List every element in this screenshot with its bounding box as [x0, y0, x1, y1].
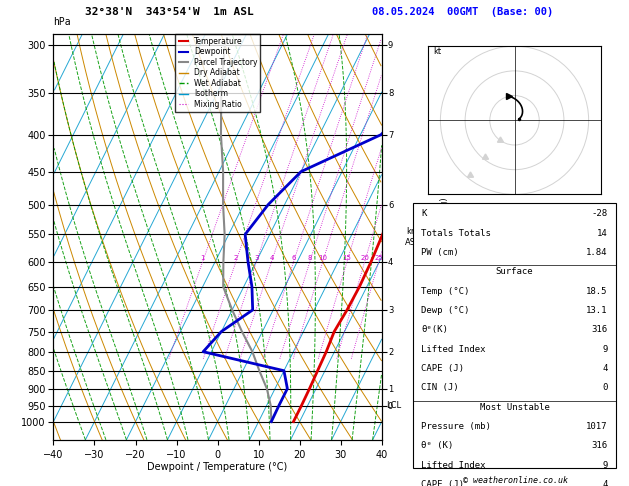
Text: 9: 9: [603, 461, 608, 469]
Text: Temp (°C): Temp (°C): [421, 287, 470, 295]
X-axis label: Dewpoint / Temperature (°C): Dewpoint / Temperature (°C): [147, 462, 287, 472]
Text: Dewp (°C): Dewp (°C): [421, 306, 470, 315]
Text: 32°38'N  343°54'W  1m ASL: 32°38'N 343°54'W 1m ASL: [86, 7, 254, 17]
Text: 08.05.2024  00GMT  (Base: 00): 08.05.2024 00GMT (Base: 00): [372, 7, 553, 17]
Text: 20: 20: [360, 255, 369, 261]
Text: 25: 25: [374, 255, 383, 261]
Text: θᵉ(K): θᵉ(K): [421, 325, 448, 334]
Text: 316: 316: [591, 325, 608, 334]
Y-axis label: km
ASL: km ASL: [405, 227, 421, 246]
Text: Surface: Surface: [496, 267, 533, 276]
Text: 13.1: 13.1: [586, 306, 608, 315]
Text: Lifted Index: Lifted Index: [421, 461, 486, 469]
Legend: Temperature, Dewpoint, Parcel Trajectory, Dry Adiabat, Wet Adiabat, Isotherm, Mi: Temperature, Dewpoint, Parcel Trajectory…: [175, 34, 260, 112]
Text: CAPE (J): CAPE (J): [421, 480, 464, 486]
Text: 4: 4: [603, 364, 608, 373]
Text: 9: 9: [603, 345, 608, 354]
Text: Lifted Index: Lifted Index: [421, 345, 486, 354]
Text: 1017: 1017: [586, 422, 608, 431]
Text: -28: -28: [591, 209, 608, 218]
Text: 15: 15: [343, 255, 352, 261]
Text: 14: 14: [597, 228, 608, 238]
Text: Totals Totals: Totals Totals: [421, 228, 491, 238]
Text: 6: 6: [291, 255, 296, 261]
Text: 8: 8: [308, 255, 312, 261]
Text: 2: 2: [234, 255, 238, 261]
FancyBboxPatch shape: [413, 203, 616, 468]
Text: 1.84: 1.84: [586, 248, 608, 257]
Text: 1: 1: [201, 255, 205, 261]
Text: 4: 4: [603, 480, 608, 486]
Text: © weatheronline.co.uk: © weatheronline.co.uk: [464, 475, 568, 485]
Text: 0: 0: [603, 383, 608, 392]
Text: θᵉ (K): θᵉ (K): [421, 441, 454, 451]
Text: CAPE (J): CAPE (J): [421, 364, 464, 373]
Text: Pressure (mb): Pressure (mb): [421, 422, 491, 431]
Text: K: K: [421, 209, 426, 218]
Text: Mixing Ratio (g/kg): Mixing Ratio (g/kg): [440, 197, 448, 277]
Text: PW (cm): PW (cm): [421, 248, 459, 257]
Text: 3: 3: [254, 255, 259, 261]
Text: CIN (J): CIN (J): [421, 383, 459, 392]
Text: 18.5: 18.5: [586, 287, 608, 295]
Text: 4: 4: [269, 255, 274, 261]
Text: LCL: LCL: [386, 401, 401, 410]
Text: hPa: hPa: [53, 17, 71, 27]
Text: Most Unstable: Most Unstable: [479, 402, 550, 412]
Text: kt: kt: [433, 47, 441, 55]
Text: 316: 316: [591, 441, 608, 451]
Text: 10: 10: [318, 255, 328, 261]
